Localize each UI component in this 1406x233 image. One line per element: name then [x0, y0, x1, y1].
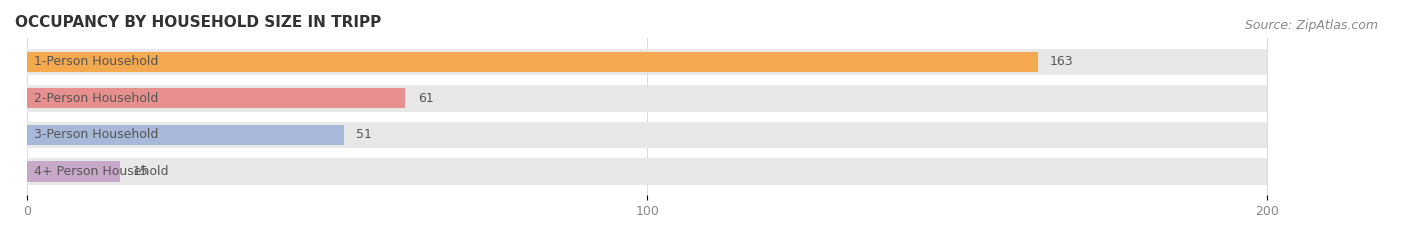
Text: 4+ Person Household: 4+ Person Household	[34, 165, 169, 178]
Bar	[27, 122, 1267, 148]
Bar	[27, 158, 1267, 185]
Bar	[27, 88, 405, 109]
Bar	[27, 161, 121, 182]
Text: 15: 15	[132, 165, 149, 178]
Text: 2-Person Household: 2-Person Household	[34, 92, 157, 105]
Bar	[27, 85, 1267, 112]
Text: OCCUPANCY BY HOUSEHOLD SIZE IN TRIPP: OCCUPANCY BY HOUSEHOLD SIZE IN TRIPP	[15, 15, 381, 30]
Bar	[27, 52, 1038, 72]
Bar	[27, 125, 343, 145]
Bar	[27, 49, 1267, 75]
Text: 51: 51	[356, 128, 371, 141]
Text: 163: 163	[1050, 55, 1074, 68]
Text: 1-Person Household: 1-Person Household	[34, 55, 157, 68]
Text: 61: 61	[418, 92, 433, 105]
Text: Source: ZipAtlas.com: Source: ZipAtlas.com	[1244, 19, 1378, 32]
Text: 3-Person Household: 3-Person Household	[34, 128, 157, 141]
